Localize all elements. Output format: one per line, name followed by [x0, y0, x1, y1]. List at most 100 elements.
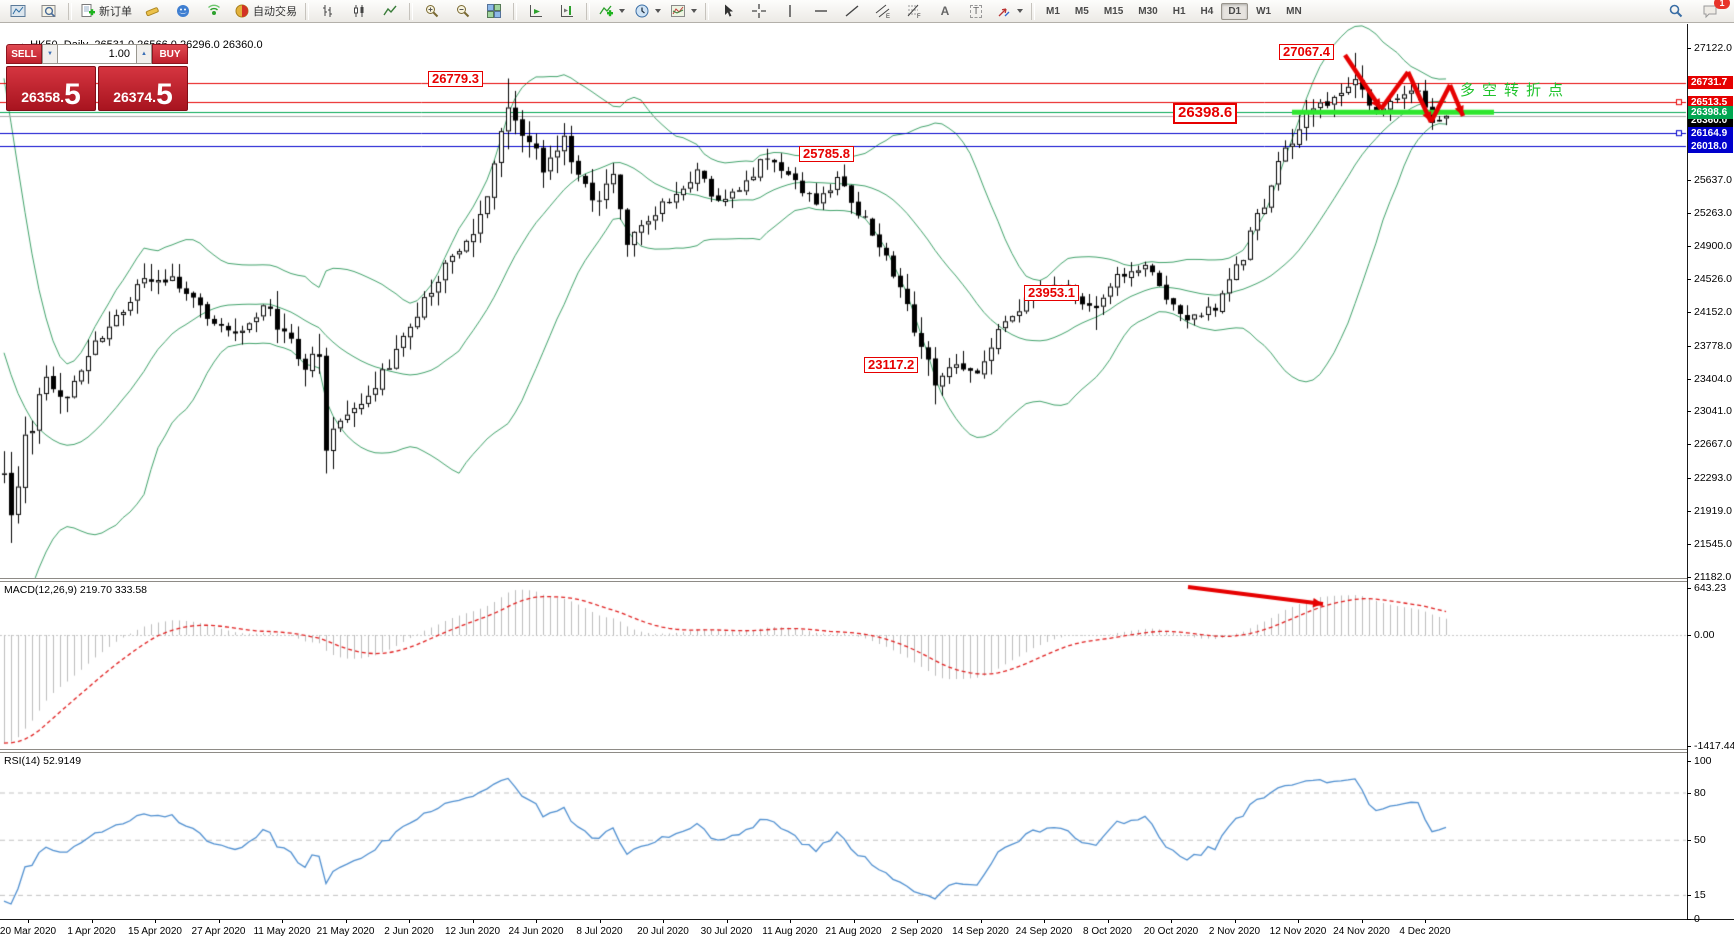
price-callout-label[interactable]: 23953.1 — [1024, 285, 1079, 302]
time-axis-tick — [409, 920, 410, 923]
macd-axis-label: 0.00 — [1694, 629, 1715, 641]
time-axis-tick — [980, 920, 982, 923]
triangle-up-icon: ▲ — [141, 51, 147, 57]
price-axis-tick — [1687, 510, 1691, 512]
time-axis-tick — [345, 920, 347, 923]
time-axis-border — [0, 919, 1734, 920]
rsi-value: 52.9149 — [43, 755, 82, 767]
time-axis-date-label: 30 Jul 2020 — [700, 926, 753, 937]
time-axis-tick — [91, 920, 93, 923]
price-axis-label: 23041.0 — [1694, 405, 1732, 418]
time-axis-date-label: 20 Mar 2020 — [0, 926, 57, 937]
hline-price-label: 26398.6 — [1688, 105, 1733, 119]
time-axis-tick — [663, 920, 664, 923]
time-axis-tick — [1171, 920, 1172, 923]
time-axis-date-label: 12 Nov 2020 — [1269, 926, 1327, 937]
price-callout-label[interactable]: 26398.6 — [1173, 103, 1238, 124]
price-axis-tick — [1687, 411, 1691, 413]
rsi-axis-label: 80 — [1694, 786, 1706, 799]
hline-price-label: 26731.7 — [1688, 76, 1733, 90]
time-axis-tick — [536, 920, 537, 923]
lot-size-input[interactable]: 1.00 — [58, 44, 136, 64]
time-axis-tick — [282, 920, 283, 923]
time-axis-date-label: 2 Jun 2020 — [384, 926, 434, 937]
price-axis-tick — [1687, 576, 1691, 578]
price-axis-tick — [1687, 279, 1691, 280]
macd-axis-label: -1417.44 — [1694, 740, 1734, 752]
rsi-axis-label: 0 — [1694, 912, 1700, 925]
time-axis-tick — [917, 920, 918, 923]
price-callout-label[interactable]: 26779.3 — [428, 71, 483, 88]
trade-prices-row: 26358. 5 26374. 5 — [6, 66, 188, 111]
price-axis-label: 22293.0 — [1694, 471, 1732, 484]
rsi-axis-tick — [1687, 792, 1691, 794]
rsi-axis-tick — [1687, 894, 1691, 896]
price-callout-label[interactable]: 23117.2 — [864, 357, 919, 374]
time-axis-date-label: 15 Apr 2020 — [128, 926, 182, 937]
time-axis-date-label: 8 Jul 2020 — [576, 926, 623, 937]
rsi-pane-splitter[interactable] — [0, 749, 1687, 750]
time-axis-date-label: 8 Oct 2020 — [1083, 926, 1132, 937]
price-axis-tick — [1687, 544, 1691, 546]
time-axis-date-label: 24 Jun 2020 — [508, 926, 564, 937]
price-axis-label: 21545.0 — [1694, 538, 1732, 551]
price-axis-label: 25637.0 — [1694, 174, 1732, 187]
price-axis-tick — [1687, 213, 1691, 215]
price-callout-label[interactable]: 27067.4 — [1279, 44, 1334, 61]
time-axis-tick — [726, 920, 728, 923]
macd-pane-splitter-line — [0, 581, 1687, 582]
time-axis-tick — [1361, 920, 1363, 923]
time-axis-date-label: 1 Apr 2020 — [67, 926, 116, 937]
hline-price-label: 26164.9 — [1688, 126, 1733, 140]
hline-price-label: 26018.0 — [1688, 139, 1733, 153]
lot-decrease-button[interactable]: ▼ — [42, 44, 58, 64]
time-axis-tick — [853, 920, 855, 923]
time-axis-tick — [599, 920, 601, 923]
price-axis-label: 23404.0 — [1694, 372, 1732, 385]
price-axis-label: 24900.0 — [1694, 239, 1732, 252]
time-axis-tick — [1234, 920, 1236, 923]
time-axis-date-label: 2 Sep 2020 — [891, 926, 943, 937]
price-axis-label: 23778.0 — [1694, 339, 1732, 352]
price-axis-tick — [1687, 48, 1691, 49]
time-axis-date-label: 20 Oct 2020 — [1143, 926, 1199, 937]
time-axis-tick — [790, 920, 791, 923]
price-axis-tick — [1687, 477, 1691, 479]
time-axis-tick — [28, 920, 29, 923]
time-axis-tick — [1298, 920, 1299, 923]
time-axis-date-label: 21 May 2020 — [316, 926, 375, 937]
time-axis-tick — [472, 920, 474, 923]
turning-point-annotation[interactable]: 多空转折点 — [1460, 82, 1571, 99]
sell-button[interactable]: SELL — [6, 44, 42, 64]
price-axis-tick — [1687, 345, 1691, 347]
one-click-trading-widget: SELL ▼ 1.00 ▲ BUY 26358. 5 26374. 5 — [6, 44, 188, 111]
macd-axis-label: 643.23 — [1694, 582, 1727, 594]
rsi-axis-label: 50 — [1694, 833, 1706, 846]
sell-price-panel[interactable]: 26358. 5 — [6, 66, 96, 111]
price-axis-border — [1687, 24, 1688, 920]
macd-indicator-label: MACD(12,26,9) 219.70 333.58 — [4, 584, 147, 596]
time-axis-date-label: 12 Jun 2020 — [444, 926, 501, 937]
time-axis-date-label: 24 Sep 2020 — [1015, 926, 1073, 937]
time-axis-date-label: 21 Aug 2020 — [825, 926, 882, 937]
rsi-indicator-label: RSI(14) 52.9149 — [4, 755, 81, 767]
time-axis-date-label: 14 Sep 2020 — [952, 926, 1009, 937]
price-axis-tick — [1687, 378, 1691, 380]
rsi-axis-tick — [1687, 761, 1691, 762]
buy-price: 26374. — [113, 89, 157, 105]
buy-price-panel[interactable]: 26374. 5 — [98, 66, 188, 111]
rsi-axis-label: 100 — [1694, 755, 1712, 767]
price-axis-label: 24526.0 — [1694, 273, 1732, 285]
time-axis-tick — [155, 920, 156, 923]
macd-pane-splitter[interactable] — [0, 578, 1687, 579]
macd-axis-tick — [1687, 588, 1691, 589]
price-axis-tick — [1687, 180, 1691, 182]
price-axis-tick — [1687, 245, 1691, 247]
price-axis-label: 22667.0 — [1694, 438, 1732, 451]
buy-button[interactable]: BUY — [152, 44, 188, 64]
lot-increase-button[interactable]: ▲ — [136, 44, 152, 64]
sell-price: 26358. — [21, 89, 65, 105]
price-callout-label[interactable]: 25785.8 — [799, 146, 854, 163]
